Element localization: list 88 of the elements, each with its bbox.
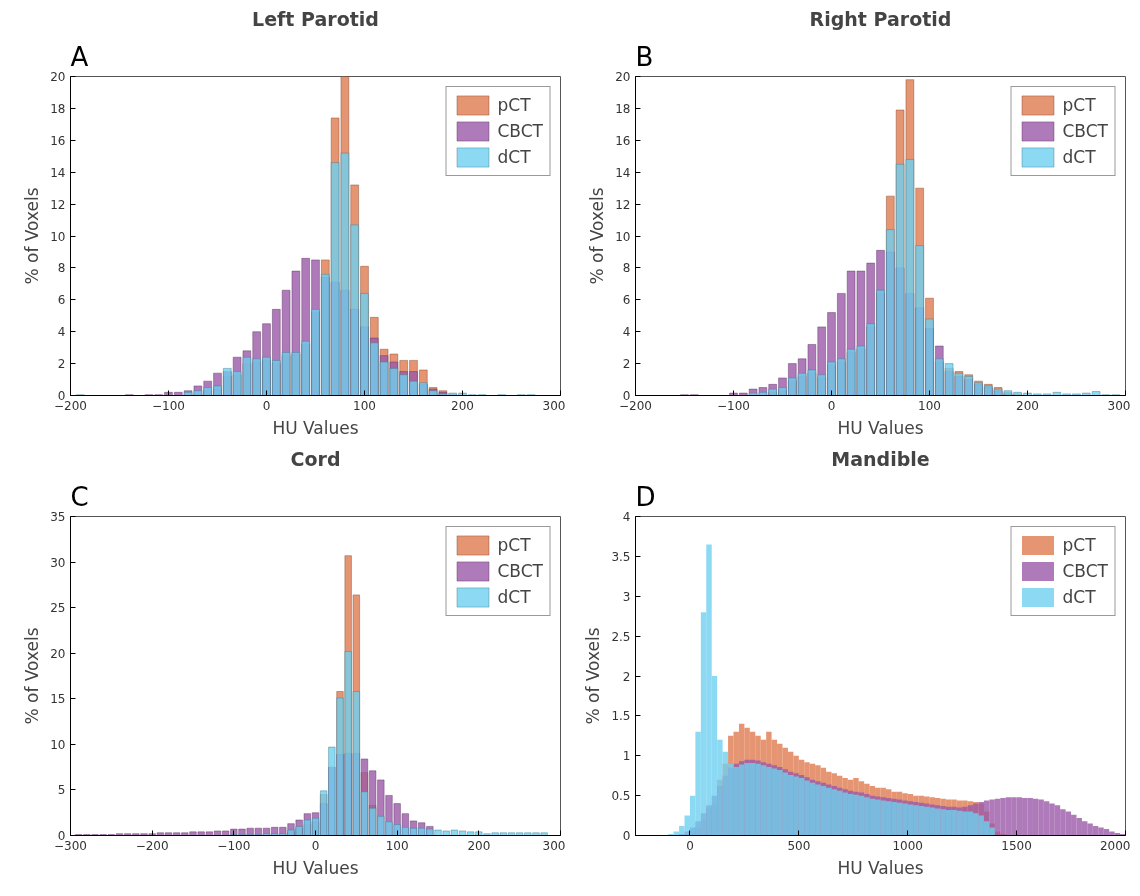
y-tick-label: 14 xyxy=(50,165,66,180)
x-tick-label: 100 xyxy=(385,838,409,853)
y-tick-label: 18 xyxy=(50,101,66,116)
y-tick-label: 3.5 xyxy=(611,549,631,564)
chart-title: Cord xyxy=(290,447,341,470)
x-tick-label: 0 xyxy=(686,838,694,853)
x-tick-label: 300 xyxy=(1107,398,1131,413)
y-tick-label: 15 xyxy=(50,692,66,707)
y-tick-label: 3 xyxy=(622,589,631,604)
text: A xyxy=(70,41,89,72)
y-tick-label: 6 xyxy=(57,293,66,308)
x-tick-label: 200 xyxy=(451,398,474,413)
x-tick-label: 0 xyxy=(311,838,320,853)
y-tick-label: 2 xyxy=(57,357,66,372)
legend-label: CBCT xyxy=(497,121,543,141)
y-tick-label: 1 xyxy=(622,749,631,764)
x-tick-label: 0 xyxy=(827,398,836,413)
legend-label: CBCT xyxy=(1062,121,1108,141)
x-axis-title: HU Values xyxy=(837,417,924,438)
y-tick-label: 35 xyxy=(50,510,66,524)
y-tick-label: 14 xyxy=(615,165,631,180)
chart-title: Right Parotid xyxy=(809,7,952,30)
y-tick-label: 10 xyxy=(50,229,66,244)
x-tick-label: 100 xyxy=(353,398,376,413)
x-tick-label: 1000 xyxy=(892,838,923,853)
y-tick-label: 4 xyxy=(622,325,631,340)
x-tick-label: 200 xyxy=(1016,398,1039,413)
x-axis-title: HU Values xyxy=(272,857,359,878)
x-tick-label: 200 xyxy=(467,838,491,853)
y-tick-label: 6 xyxy=(622,293,631,308)
text: D xyxy=(635,481,656,512)
legend-label: dCT xyxy=(1062,147,1096,167)
y-tick-label: 12 xyxy=(615,197,631,212)
y-tick-label: 16 xyxy=(615,133,631,148)
x-tick-label: 300 xyxy=(542,838,566,853)
y-tick-label: 2.5 xyxy=(611,629,631,644)
y-tick-label: 5 xyxy=(57,783,66,798)
legend-label: CBCT xyxy=(497,561,543,581)
x-tick-label: −200 xyxy=(135,838,169,853)
y-tick-label: 4 xyxy=(622,510,631,524)
y-tick-label: 0 xyxy=(57,829,66,843)
legend-label: pCT xyxy=(1062,535,1096,555)
y-tick-label: 10 xyxy=(50,737,66,752)
y-tick-label: 1.5 xyxy=(611,709,631,724)
y-axis-title: % of Voxels xyxy=(587,187,608,285)
chart-title: Left Parotid xyxy=(252,7,379,30)
x-tick-label: −100 xyxy=(717,398,750,413)
x-axis-title: HU Values xyxy=(272,417,359,438)
legend-label: CBCT xyxy=(1062,561,1108,581)
y-tick-label: 0 xyxy=(622,829,631,843)
y-tick-label: 10 xyxy=(615,229,631,244)
y-tick-label: 0.5 xyxy=(611,789,631,804)
y-tick-label: 18 xyxy=(615,101,631,116)
y-tick-label: 2 xyxy=(622,357,631,372)
legend-label: dCT xyxy=(497,147,531,167)
text: C xyxy=(70,481,89,512)
y-tick-label: 12 xyxy=(50,197,66,212)
y-axis-title: % of Voxels xyxy=(583,627,604,725)
x-tick-label: 300 xyxy=(542,398,566,413)
y-tick-label: 0 xyxy=(622,389,631,403)
y-axis-title: % of Voxels xyxy=(22,187,43,285)
y-tick-label: 0 xyxy=(57,389,66,403)
x-tick-label: 0 xyxy=(262,398,271,413)
legend-label: pCT xyxy=(1062,95,1096,115)
y-tick-label: 20 xyxy=(615,70,631,84)
legend-label: dCT xyxy=(497,587,531,607)
legend-label: pCT xyxy=(497,95,531,115)
x-tick-label: −100 xyxy=(217,838,251,853)
x-axis-title: HU Values xyxy=(837,857,924,878)
chart-title: Mandible xyxy=(831,447,930,470)
y-tick-label: 20 xyxy=(50,70,66,84)
x-tick-label: 2000 xyxy=(1099,838,1131,853)
x-tick-label: 1500 xyxy=(1001,838,1032,853)
legend-label: dCT xyxy=(1062,587,1096,607)
y-tick-label: 16 xyxy=(50,133,66,148)
y-tick-label: 2 xyxy=(622,669,631,684)
x-tick-label: −100 xyxy=(152,398,185,413)
legend-label: pCT xyxy=(497,535,531,555)
x-tick-label: 500 xyxy=(787,838,811,853)
y-tick-label: 20 xyxy=(50,646,66,661)
y-tick-label: 8 xyxy=(57,261,66,276)
text: B xyxy=(635,41,654,72)
y-tick-label: 30 xyxy=(50,555,66,570)
y-axis-title: % of Voxels xyxy=(22,627,43,725)
y-tick-label: 8 xyxy=(622,261,631,276)
x-tick-label: 100 xyxy=(918,398,941,413)
y-tick-label: 4 xyxy=(57,325,66,340)
y-tick-label: 25 xyxy=(50,601,66,616)
